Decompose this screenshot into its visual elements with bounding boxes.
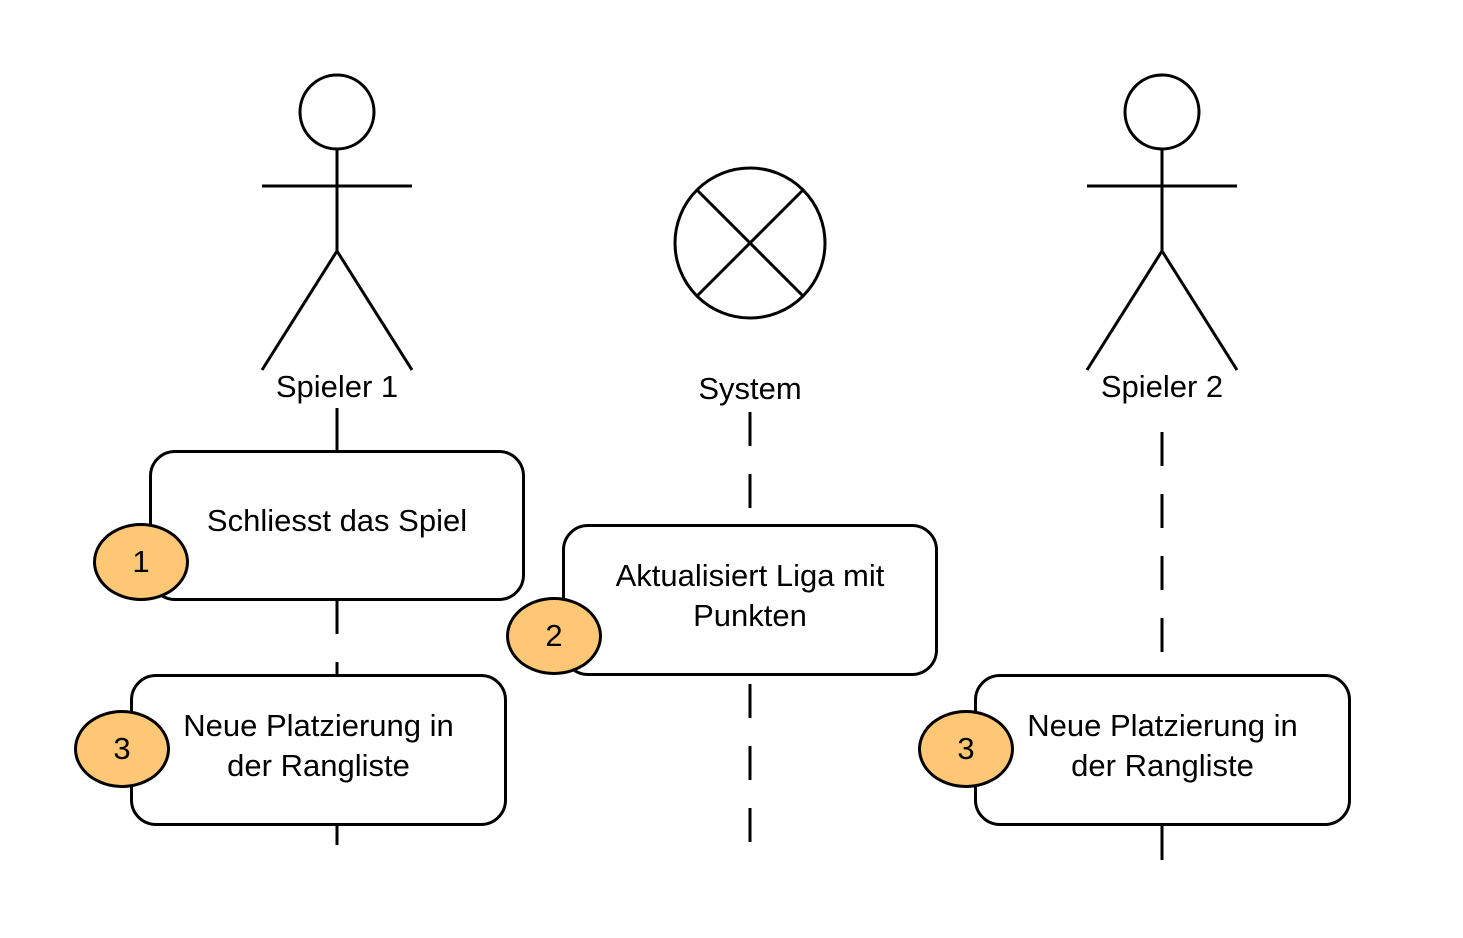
step-text: Aktualisiert Liga mit Punkten — [615, 558, 885, 633]
actor-name-spieler-1: Spieler 1 — [273, 369, 401, 405]
actor-name-system: System — [696, 371, 804, 407]
actor-name-spieler-2: Spieler 2 — [1098, 369, 1226, 405]
step-number-badge: 2 — [506, 597, 602, 675]
step-text: Neue Platzierung in der Rangliste — [1027, 708, 1298, 783]
step-number-badge: 1 — [93, 523, 189, 601]
step-box-3-spieler-2: Neue Platzierung in der Rangliste — [974, 674, 1351, 826]
step-text: Neue Platzierung in der Rangliste — [183, 708, 454, 783]
step-box-2: Aktualisiert Liga mit Punkten — [562, 524, 938, 676]
step-box-1: Schliesst das Spiel — [149, 450, 525, 601]
stick-figure-icon — [260, 73, 414, 371]
stick-figure-icon — [1085, 73, 1239, 371]
step-text: Schliesst das Spiel — [206, 502, 468, 538]
step-number-badge: 3 — [918, 710, 1014, 788]
circle-x-icon — [673, 166, 827, 320]
step-number-badge: 3 — [74, 710, 170, 788]
step-box-3-spieler-1: Neue Platzierung in der Rangliste — [130, 674, 507, 826]
